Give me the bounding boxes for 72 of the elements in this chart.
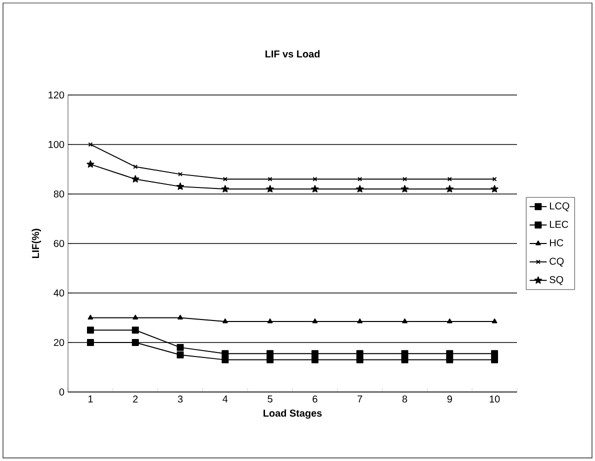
point — [446, 356, 454, 364]
point — [492, 318, 498, 324]
point — [222, 356, 229, 364]
point — [86, 326, 94, 334]
point — [311, 350, 318, 358]
y-tick-label: 120 — [48, 91, 64, 99]
point — [312, 318, 318, 324]
y-tick-label: 100 — [48, 140, 64, 148]
point — [268, 176, 272, 182]
y-axis-title: LIF(%) — [32, 228, 42, 258]
point — [491, 356, 498, 364]
point — [222, 318, 228, 324]
x-tick-label: 2 — [133, 396, 138, 402]
point — [311, 185, 319, 192]
point — [446, 350, 454, 358]
x-tick-label: 1 — [88, 396, 93, 402]
x-tick-label: 6 — [312, 396, 318, 403]
chart-title: LIF vs Load — [266, 50, 320, 58]
point — [88, 314, 94, 320]
point — [266, 185, 274, 192]
legend-label: LEC — [550, 220, 568, 228]
point — [176, 344, 184, 351]
y-tick-label: 40 — [54, 289, 64, 297]
legend-label: LCQ — [550, 202, 570, 212]
point — [356, 185, 364, 192]
legend-label: CQ — [550, 258, 564, 267]
x-tick-label: 9 — [447, 396, 452, 403]
point — [402, 318, 408, 324]
point — [132, 314, 138, 320]
x-tick-label: 8 — [402, 396, 408, 403]
point — [357, 318, 363, 324]
point — [266, 356, 274, 364]
point — [86, 338, 94, 346]
point — [356, 356, 364, 364]
point — [267, 318, 273, 324]
point — [446, 185, 454, 192]
x-tick-label: 10 — [490, 396, 500, 403]
x-tick-label: 3 — [178, 396, 183, 403]
point — [132, 338, 139, 346]
point — [221, 185, 229, 192]
point — [132, 175, 140, 182]
point — [176, 182, 184, 190]
y-tick-label: 60 — [54, 240, 64, 248]
x-axis-title: Load Stages — [264, 409, 322, 419]
legend-label: HC — [550, 239, 564, 246]
point — [447, 318, 452, 324]
x-tick-label: 5 — [268, 396, 272, 402]
point — [490, 185, 498, 192]
y-tick-label: 0 — [59, 388, 64, 396]
point — [133, 164, 138, 170]
point — [176, 351, 184, 358]
point — [178, 172, 183, 176]
point — [178, 314, 183, 320]
point — [358, 176, 362, 182]
x-tick-label: 7 — [358, 396, 362, 402]
point — [401, 350, 408, 358]
point — [86, 160, 94, 168]
point — [447, 176, 452, 182]
point — [402, 176, 408, 182]
y-tick-label: 20 — [54, 338, 64, 346]
point — [400, 185, 409, 192]
point — [491, 350, 498, 358]
point — [132, 326, 139, 334]
point — [312, 176, 318, 182]
point — [311, 356, 318, 364]
point — [222, 350, 229, 358]
legend-label: SQ — [550, 276, 564, 285]
point — [356, 350, 364, 358]
point — [266, 350, 274, 358]
y-tick-label: 80 — [54, 190, 64, 198]
x-tick-label: 4 — [222, 396, 228, 402]
point — [222, 176, 228, 182]
